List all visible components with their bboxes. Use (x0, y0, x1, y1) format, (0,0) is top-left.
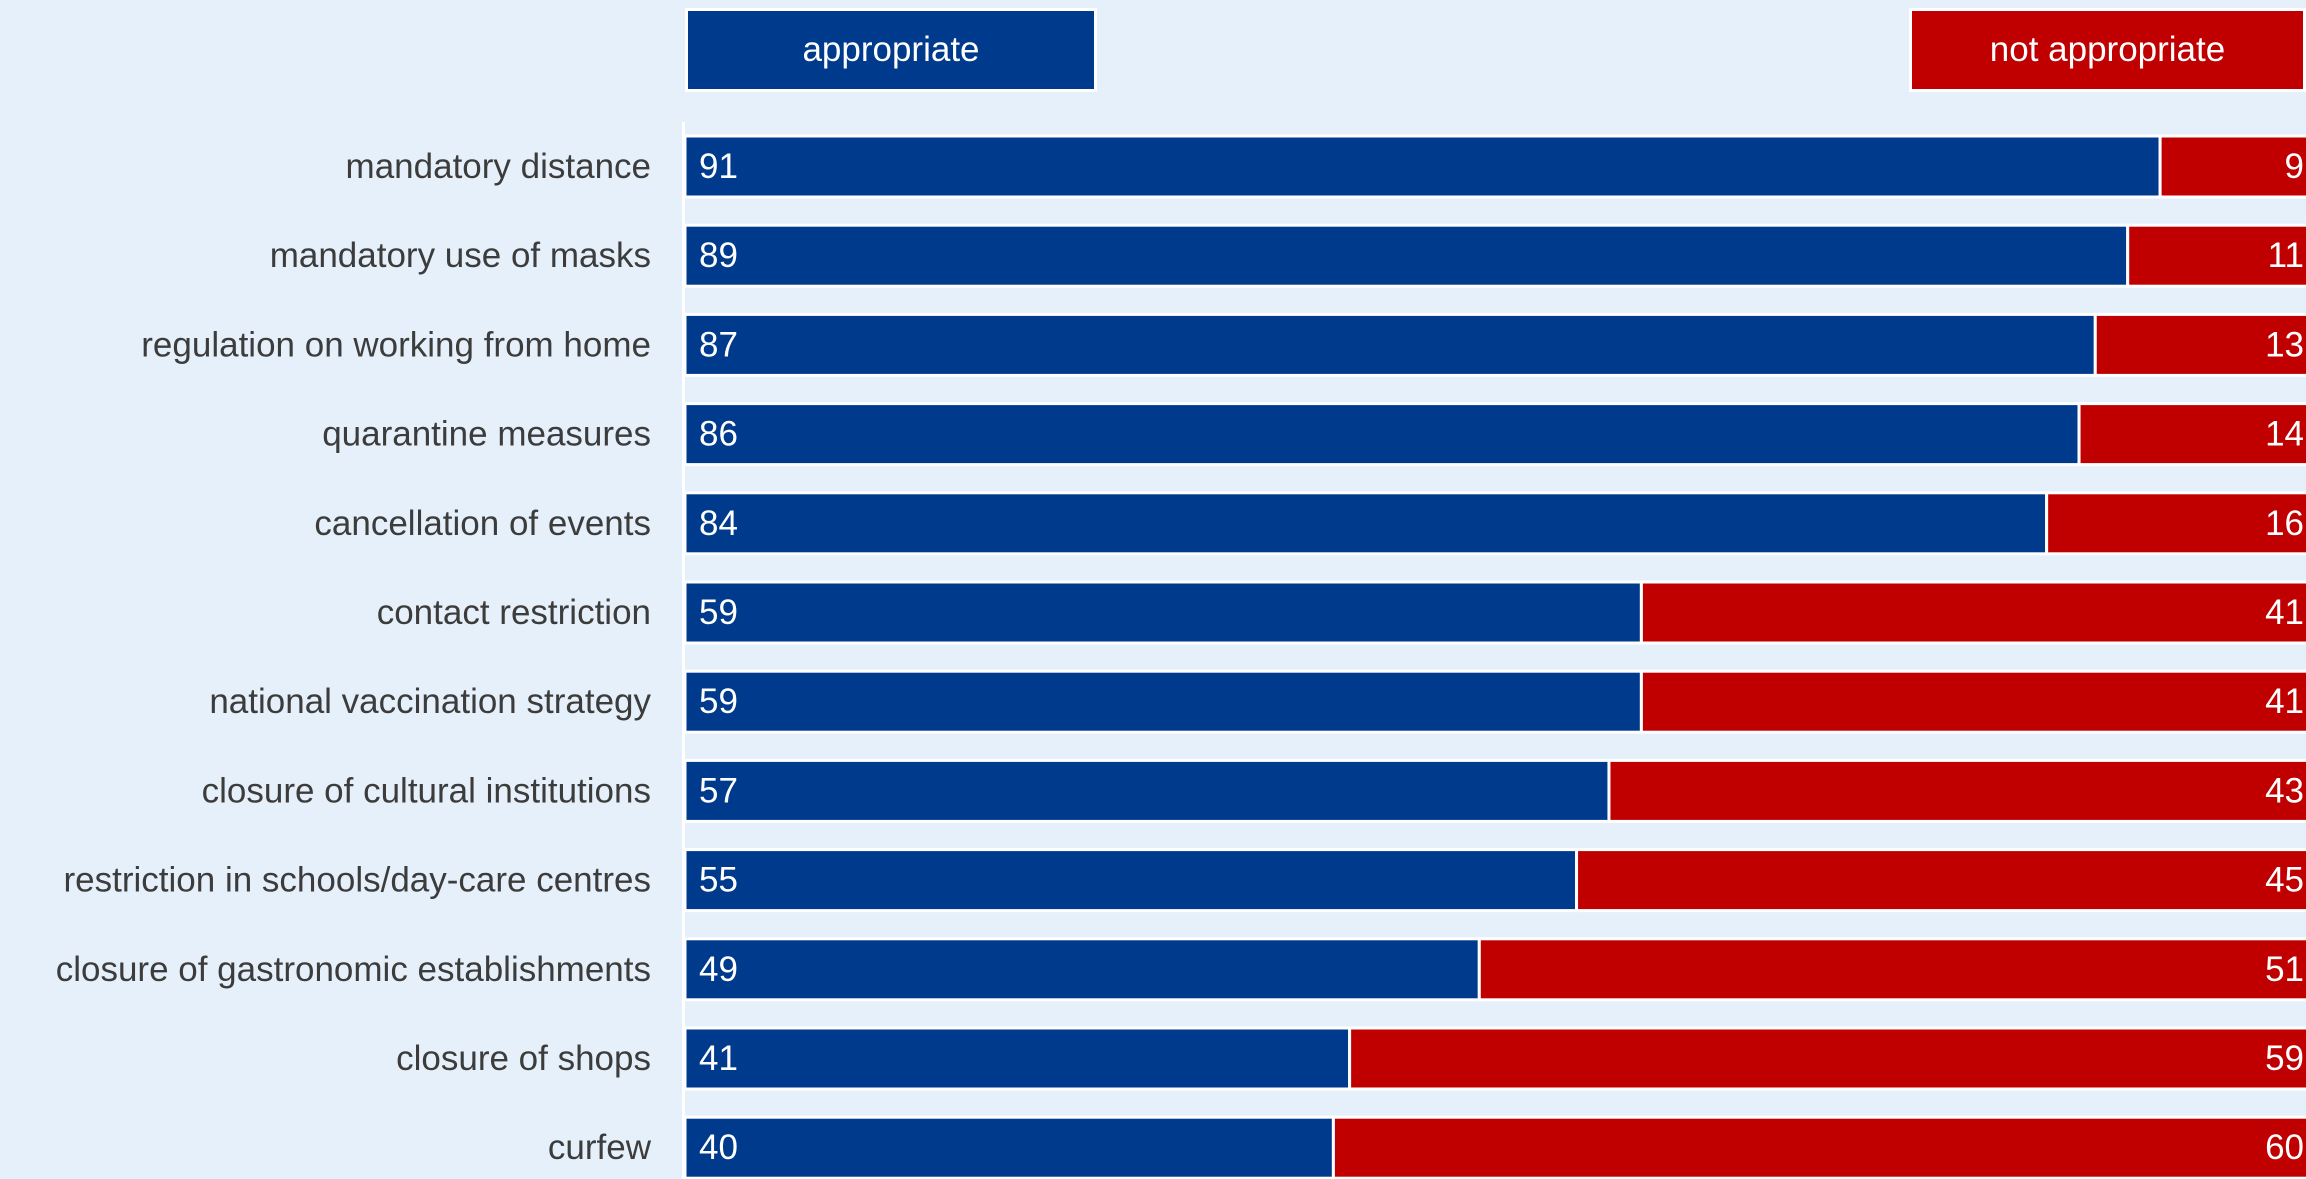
value-label-not-appropriate: 9 (2285, 147, 2304, 186)
bar-appropriate (683, 223, 2130, 288)
bar-not-appropriate (2077, 402, 2306, 467)
legend-not-appropriate: not appropriate (1909, 8, 2306, 92)
category-label: national vaccination strategy (209, 682, 651, 721)
value-label-not-appropriate: 60 (2265, 1128, 2304, 1167)
bar-appropriate (683, 669, 1643, 734)
legend-appropriate-label: appropriate (802, 30, 980, 69)
bar-not-appropriate (1607, 758, 2306, 823)
value-label-not-appropriate: 16 (2265, 504, 2304, 543)
value-label-not-appropriate: 43 (2265, 771, 2304, 810)
bar-appropriate (683, 758, 1611, 823)
category-label: contact restriction (377, 593, 651, 632)
value-label-appropriate: 86 (699, 415, 738, 454)
bar-not-appropriate (1331, 1115, 2306, 1179)
bar-not-appropriate (1639, 669, 2306, 734)
bar-appropriate (683, 134, 2162, 199)
value-label-not-appropriate: 13 (2265, 325, 2304, 364)
value-label-appropriate: 84 (699, 504, 738, 543)
bar-appropriate (683, 312, 2097, 377)
bar-appropriate (683, 848, 1579, 913)
bar-appropriate (683, 1115, 1335, 1179)
bar-not-appropriate (1575, 848, 2306, 913)
bar-appropriate (683, 937, 1481, 1002)
bar-not-appropriate (2045, 491, 2306, 556)
bar-not-appropriate (2093, 312, 2306, 377)
value-label-appropriate: 57 (699, 771, 738, 810)
category-label: closure of gastronomic establishments (56, 950, 651, 989)
bar-appropriate (683, 491, 2049, 556)
value-label-not-appropriate: 51 (2265, 950, 2304, 989)
value-label-appropriate: 87 (699, 325, 738, 364)
bar-not-appropriate (1477, 937, 2306, 1002)
value-label-not-appropriate: 41 (2265, 593, 2304, 632)
category-label: closure of shops (396, 1039, 651, 1078)
category-label: cancellation of events (314, 504, 651, 543)
bar-not-appropriate (2126, 223, 2306, 288)
category-label: curfew (548, 1128, 652, 1167)
bar-not-appropriate (2158, 134, 2306, 199)
category-label: quarantine measures (322, 415, 651, 454)
bar-not-appropriate (1348, 1026, 2306, 1091)
bar-appropriate (683, 402, 2081, 467)
value-label-appropriate: 41 (699, 1039, 738, 1078)
value-label-appropriate: 59 (699, 593, 738, 632)
category-label: restriction in schools/day-care centres (64, 861, 651, 900)
value-label-appropriate: 40 (699, 1128, 738, 1167)
value-label-appropriate: 49 (699, 950, 738, 989)
value-label-not-appropriate: 59 (2265, 1039, 2304, 1078)
value-label-appropriate: 91 (699, 147, 738, 186)
value-label-not-appropriate: 11 (2268, 236, 2304, 275)
bar-appropriate (683, 580, 1643, 645)
category-label: closure of cultural institutions (202, 771, 651, 810)
value-label-appropriate: 59 (699, 682, 738, 721)
value-label-not-appropriate: 14 (2265, 415, 2304, 454)
category-label: mandatory distance (346, 147, 651, 186)
value-label-appropriate: 55 (699, 861, 738, 900)
value-label-not-appropriate: 45 (2265, 861, 2304, 900)
bar-not-appropriate (1639, 580, 2306, 645)
legend-not-appropriate-label: not appropriate (1989, 30, 2226, 69)
category-label: regulation on working from home (141, 325, 651, 364)
value-label-not-appropriate: 41 (2265, 682, 2304, 721)
bar-appropriate (683, 1026, 1352, 1091)
value-label-appropriate: 89 (699, 236, 738, 275)
category-label: mandatory use of masks (270, 236, 651, 275)
legend-appropriate: appropriate (685, 8, 1097, 92)
